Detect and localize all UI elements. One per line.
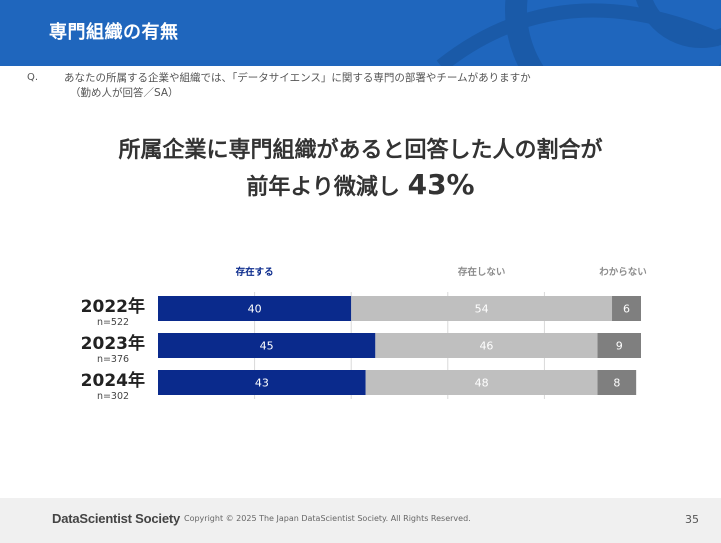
question-text: あなたの所属する企業や組織では、「データサイエンス」に関する専門の部署やチームが… xyxy=(64,71,531,101)
slide-footer: DataScientist Society Copyright © 2025 T… xyxy=(0,498,721,543)
bar-segment xyxy=(158,333,376,358)
bar-segment xyxy=(365,370,598,395)
legend-label: 存在する xyxy=(235,266,274,278)
legend-label: 存在しない xyxy=(457,266,506,278)
page-number: 35 xyxy=(685,513,699,526)
data-label: 48 xyxy=(475,377,489,390)
bar-segment xyxy=(158,296,352,321)
bar-segment xyxy=(597,333,641,358)
bar-segment xyxy=(612,296,641,321)
headline-line-1: 所属企業に専門組織があると回答した人の割合が xyxy=(118,138,603,163)
category-label: 2023年 xyxy=(81,333,145,354)
data-label: 40 xyxy=(248,303,262,316)
bar-segment xyxy=(351,296,613,321)
sample-size-label: n=522 xyxy=(97,317,129,328)
sample-size-label: n=302 xyxy=(97,391,129,402)
slide-title: 専門組織の有無 xyxy=(49,22,179,43)
question-line-1: あなたの所属する企業や組織では、「データサイエンス」に関する専門の部署やチームが… xyxy=(64,72,531,84)
category-label: 2022年 xyxy=(81,296,145,317)
data-label: 46 xyxy=(479,340,493,353)
legend-label: わからない xyxy=(599,267,647,278)
headline-line-2: 前年より微減し 43% xyxy=(0,168,721,201)
data-label: 54 xyxy=(475,303,489,316)
footer-logo: DataScientist Society xyxy=(52,511,181,526)
data-label: 43 xyxy=(255,377,269,390)
question-label: Q. xyxy=(27,72,39,83)
data-label: 9 xyxy=(616,340,623,353)
data-label: 6 xyxy=(623,303,630,316)
headline-prefix: 前年より微減し xyxy=(246,175,400,200)
slide-header: 専門組織の有無 xyxy=(0,0,721,66)
headline-value: 43% xyxy=(407,168,475,201)
category-label: 2024年 xyxy=(81,370,145,391)
question-line-2: （勤め人が回答／SA） xyxy=(70,87,179,99)
data-label: 8 xyxy=(613,377,620,390)
bar-segment xyxy=(597,370,637,395)
globe-decoration xyxy=(436,0,721,66)
footer-copyright: Copyright © 2025 The Japan DataScientist… xyxy=(184,514,471,523)
bar-segment xyxy=(158,370,366,395)
sample-size-label: n=376 xyxy=(97,354,129,365)
bar-segment xyxy=(375,333,598,358)
data-label: 45 xyxy=(260,340,274,353)
